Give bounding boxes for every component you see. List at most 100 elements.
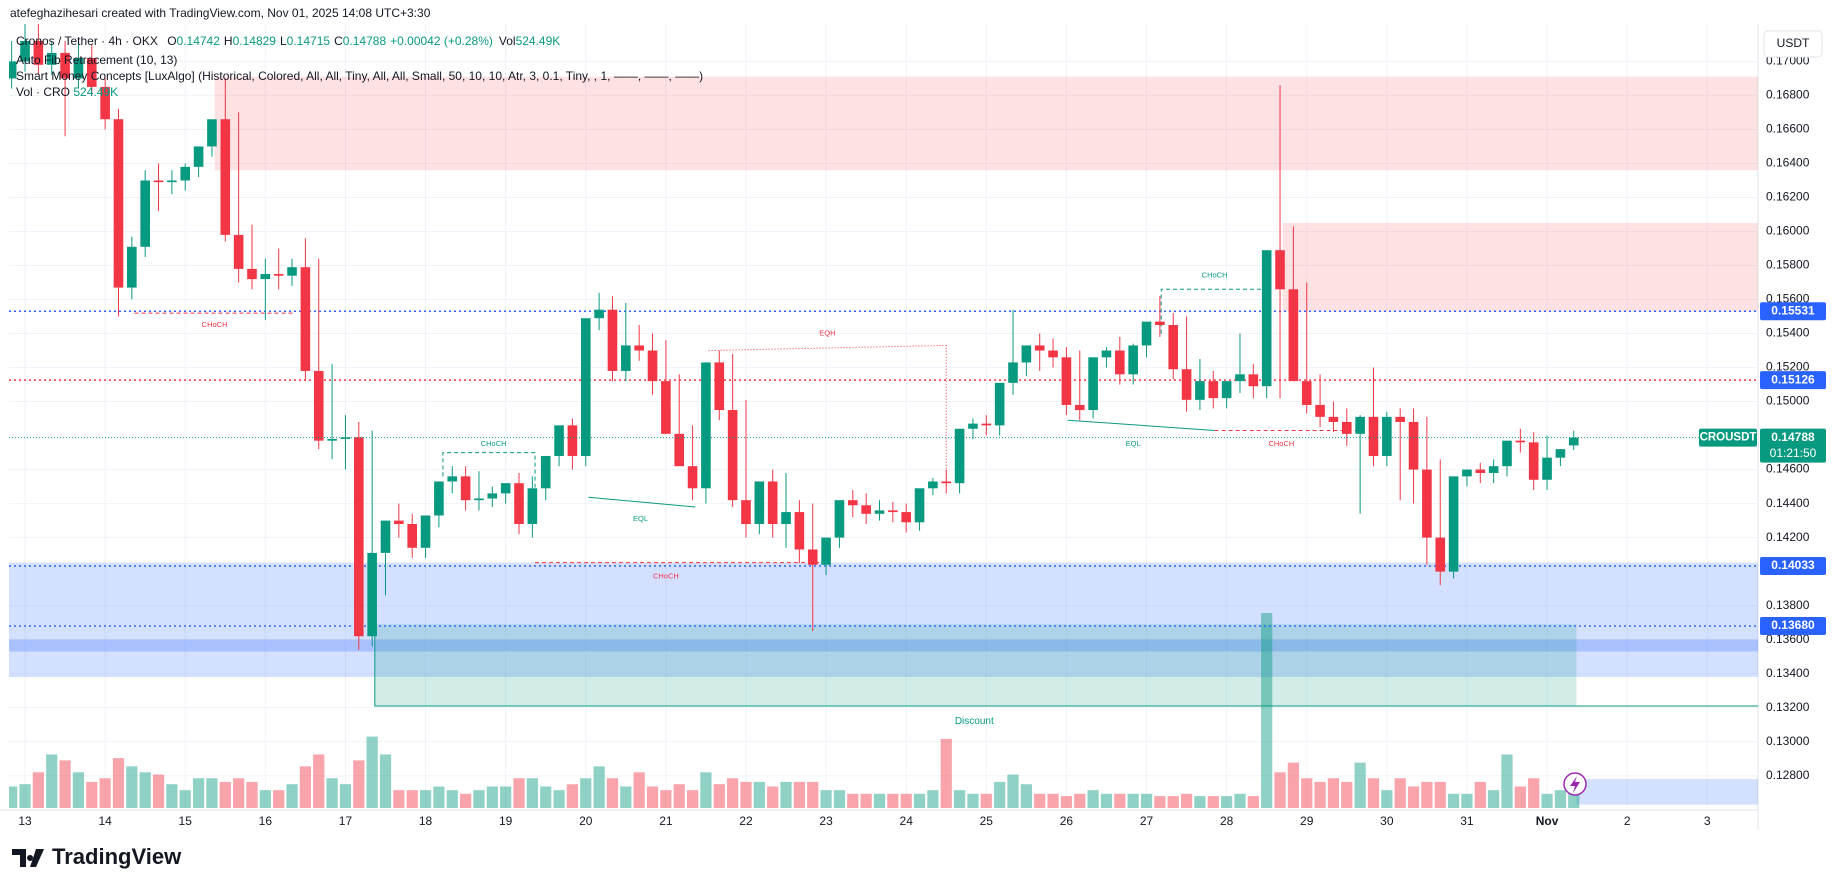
candle-body <box>500 483 511 494</box>
volume-bar <box>46 754 58 808</box>
volume-bar <box>767 786 779 808</box>
candle-body <box>634 345 644 351</box>
structure-line <box>1067 419 1215 431</box>
candle-body <box>420 515 431 548</box>
currency: USDT <box>1777 36 1810 50</box>
candle-body <box>207 119 217 147</box>
candle-body <box>701 362 711 489</box>
structure-line <box>442 452 536 489</box>
legend-volume[interactable]: Vol · CRO 524.49K <box>16 85 118 99</box>
volume-bar <box>1261 613 1273 808</box>
volume-bar <box>1207 796 1219 808</box>
ohlc-letter: L <box>279 34 287 48</box>
currency-box[interactable] <box>1763 30 1823 58</box>
candle-body <box>220 119 231 235</box>
volume-bar <box>233 778 245 808</box>
candle-body <box>580 318 591 456</box>
candle-body <box>994 382 1005 426</box>
legend-indicator[interactable]: Smart Money Concepts [LuxAlgo] (Historic… <box>16 69 704 83</box>
candle-body <box>367 552 377 637</box>
volume-bar <box>820 790 832 808</box>
candle-body <box>233 234 244 269</box>
candle-body <box>647 350 658 382</box>
level-label-box <box>1760 371 1826 390</box>
x-tick-label: 24 <box>900 814 914 828</box>
candle-body <box>1101 350 1112 358</box>
volume-bar <box>152 774 165 808</box>
volume-bar <box>540 786 552 808</box>
candle-body <box>1315 404 1325 417</box>
candle-body <box>113 119 124 288</box>
candle-body <box>1382 416 1392 456</box>
x-tick-label: 22 <box>739 814 753 828</box>
volume-bar <box>1274 772 1286 808</box>
candle-body <box>594 309 604 319</box>
volume-bar <box>1528 778 1540 808</box>
volume-bar <box>1007 774 1019 808</box>
candle-body <box>1181 369 1192 400</box>
volume-bar <box>807 781 819 808</box>
volume-bar <box>112 758 125 808</box>
candle-body <box>287 267 297 276</box>
candle-body <box>567 425 578 456</box>
volume-bar <box>486 786 498 808</box>
y-tick-label: 0.13000 <box>1766 734 1810 748</box>
volume-bar <box>366 736 378 808</box>
candle-body <box>1568 437 1579 446</box>
candle-body <box>1555 449 1566 458</box>
candle-body <box>874 510 885 514</box>
candle-body <box>313 370 324 441</box>
volume-bar <box>980 793 992 808</box>
y-tick-label: 0.12800 <box>1766 768 1810 782</box>
candle-body <box>300 267 311 371</box>
y-tick-label: 0.15800 <box>1766 258 1810 272</box>
volume-value: 524.49K <box>73 85 119 99</box>
volume-bar <box>9 786 18 808</box>
candle-body <box>1141 321 1152 346</box>
candle-body <box>661 381 671 434</box>
zone <box>9 639 1758 652</box>
candle-body <box>33 41 44 65</box>
candle-body <box>46 52 57 65</box>
symbol[interactable]: Cronos / Tether · 4h · OKX <box>16 34 158 48</box>
candle-body <box>1488 466 1499 473</box>
x-tick-label: 26 <box>1060 814 1074 828</box>
volume-bar <box>353 760 365 808</box>
candle-body <box>1368 416 1379 456</box>
volume-bar <box>1501 754 1513 808</box>
candle-body <box>1408 421 1419 470</box>
candle-body <box>834 500 845 538</box>
ohlc-letter: C <box>334 34 343 48</box>
candle-body <box>1235 374 1245 382</box>
volume-bar <box>99 778 111 808</box>
volume-bar <box>179 790 191 808</box>
x-tick-label: 29 <box>1300 814 1314 828</box>
current-name: CROUSDT <box>1700 432 1757 444</box>
candle-body <box>1301 381 1312 405</box>
legend-indicator[interactable]: Auto Fib Retracement (10, 13) <box>16 53 178 67</box>
zone <box>9 562 1758 678</box>
candle-body <box>474 498 484 501</box>
volume-bar <box>326 778 338 808</box>
brand-logo <box>12 849 44 867</box>
volume-bar <box>59 760 71 808</box>
y-tick-label: 0.16000 <box>1766 224 1810 238</box>
annotation: EQL <box>1126 439 1141 448</box>
annotation: EQL <box>633 514 648 523</box>
level-label-box <box>1760 302 1826 321</box>
volume-bar <box>940 738 952 808</box>
candle-body <box>1048 350 1058 358</box>
change: +0.00042 (+0.28%) <box>390 34 493 48</box>
volume-bar <box>219 781 231 808</box>
candle-body <box>1328 416 1339 422</box>
volume-bar <box>1514 786 1526 808</box>
candle-body <box>153 180 164 183</box>
candle-body <box>847 500 858 506</box>
volume-bar <box>32 772 44 808</box>
candle-body <box>807 549 818 565</box>
y-tick-label: 0.14200 <box>1766 530 1810 544</box>
structure-line <box>1160 288 1269 334</box>
header: atefeghazihesari created with TradingVie… <box>10 6 431 20</box>
volume-bar <box>1034 793 1046 808</box>
